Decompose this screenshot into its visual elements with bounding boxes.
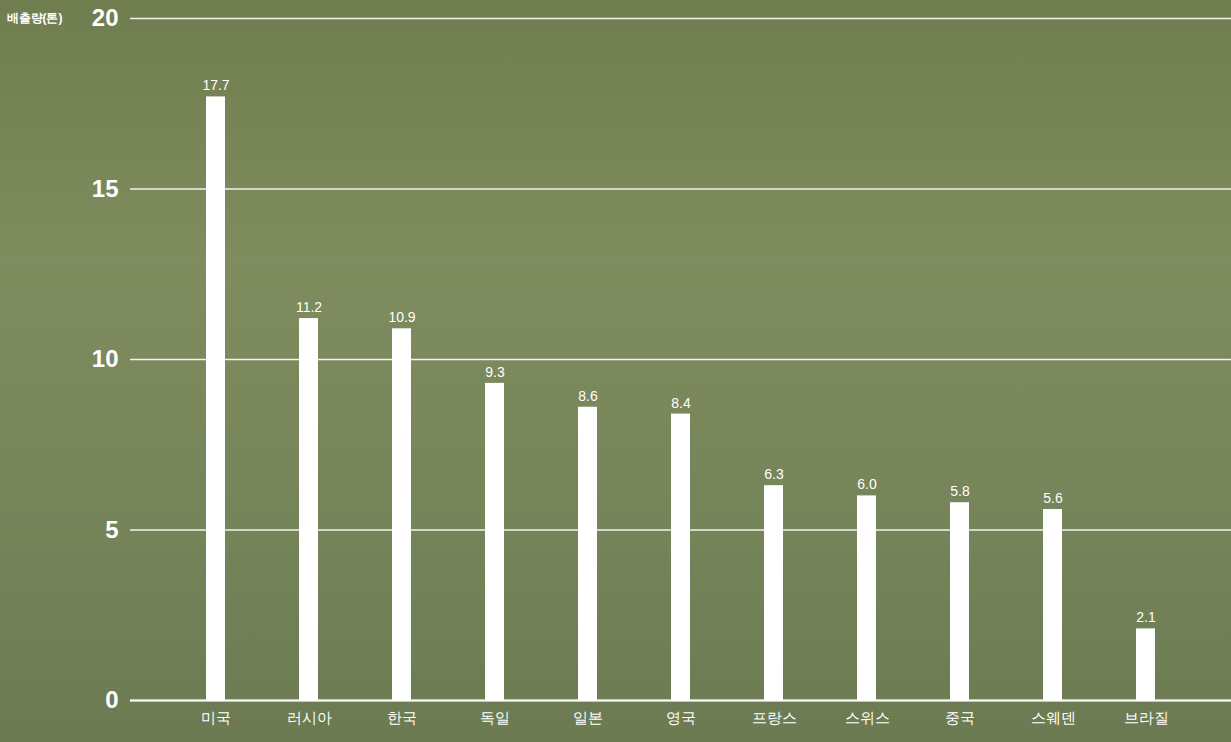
svg-text:20: 20 [92, 4, 119, 31]
svg-text:독일: 독일 [480, 709, 510, 726]
svg-text:5: 5 [105, 516, 118, 543]
svg-text:17.7: 17.7 [202, 77, 229, 93]
svg-text:10: 10 [92, 345, 119, 372]
svg-text:일본: 일본 [573, 709, 603, 726]
svg-text:미국: 미국 [201, 709, 231, 726]
svg-text:러시아: 러시아 [287, 709, 332, 726]
svg-text:프랑스: 프랑스 [752, 709, 797, 726]
svg-text:5.6: 5.6 [1043, 490, 1063, 506]
svg-text:2.1: 2.1 [1136, 609, 1156, 625]
svg-text:15: 15 [92, 175, 119, 202]
svg-text:6.3: 6.3 [764, 466, 784, 482]
svg-text:브라질: 브라질 [1124, 709, 1169, 726]
svg-text:0: 0 [105, 686, 118, 713]
svg-text:스위스: 스위스 [845, 709, 890, 726]
svg-text:9.3: 9.3 [485, 364, 505, 380]
svg-text:8.6: 8.6 [578, 388, 598, 404]
svg-text:10.9: 10.9 [388, 309, 415, 325]
svg-text:5.8: 5.8 [950, 483, 970, 499]
svg-text:한국: 한국 [387, 709, 417, 726]
svg-text:8.4: 8.4 [671, 395, 691, 411]
svg-text:6.0: 6.0 [857, 476, 877, 492]
svg-text:중국: 중국 [945, 709, 975, 726]
svg-text:스웨덴: 스웨덴 [1031, 709, 1076, 726]
svg-text:영국: 영국 [666, 709, 696, 726]
svg-text:배출량(톤): 배출량(톤) [7, 11, 63, 25]
svg-text:11.2: 11.2 [296, 299, 322, 315]
